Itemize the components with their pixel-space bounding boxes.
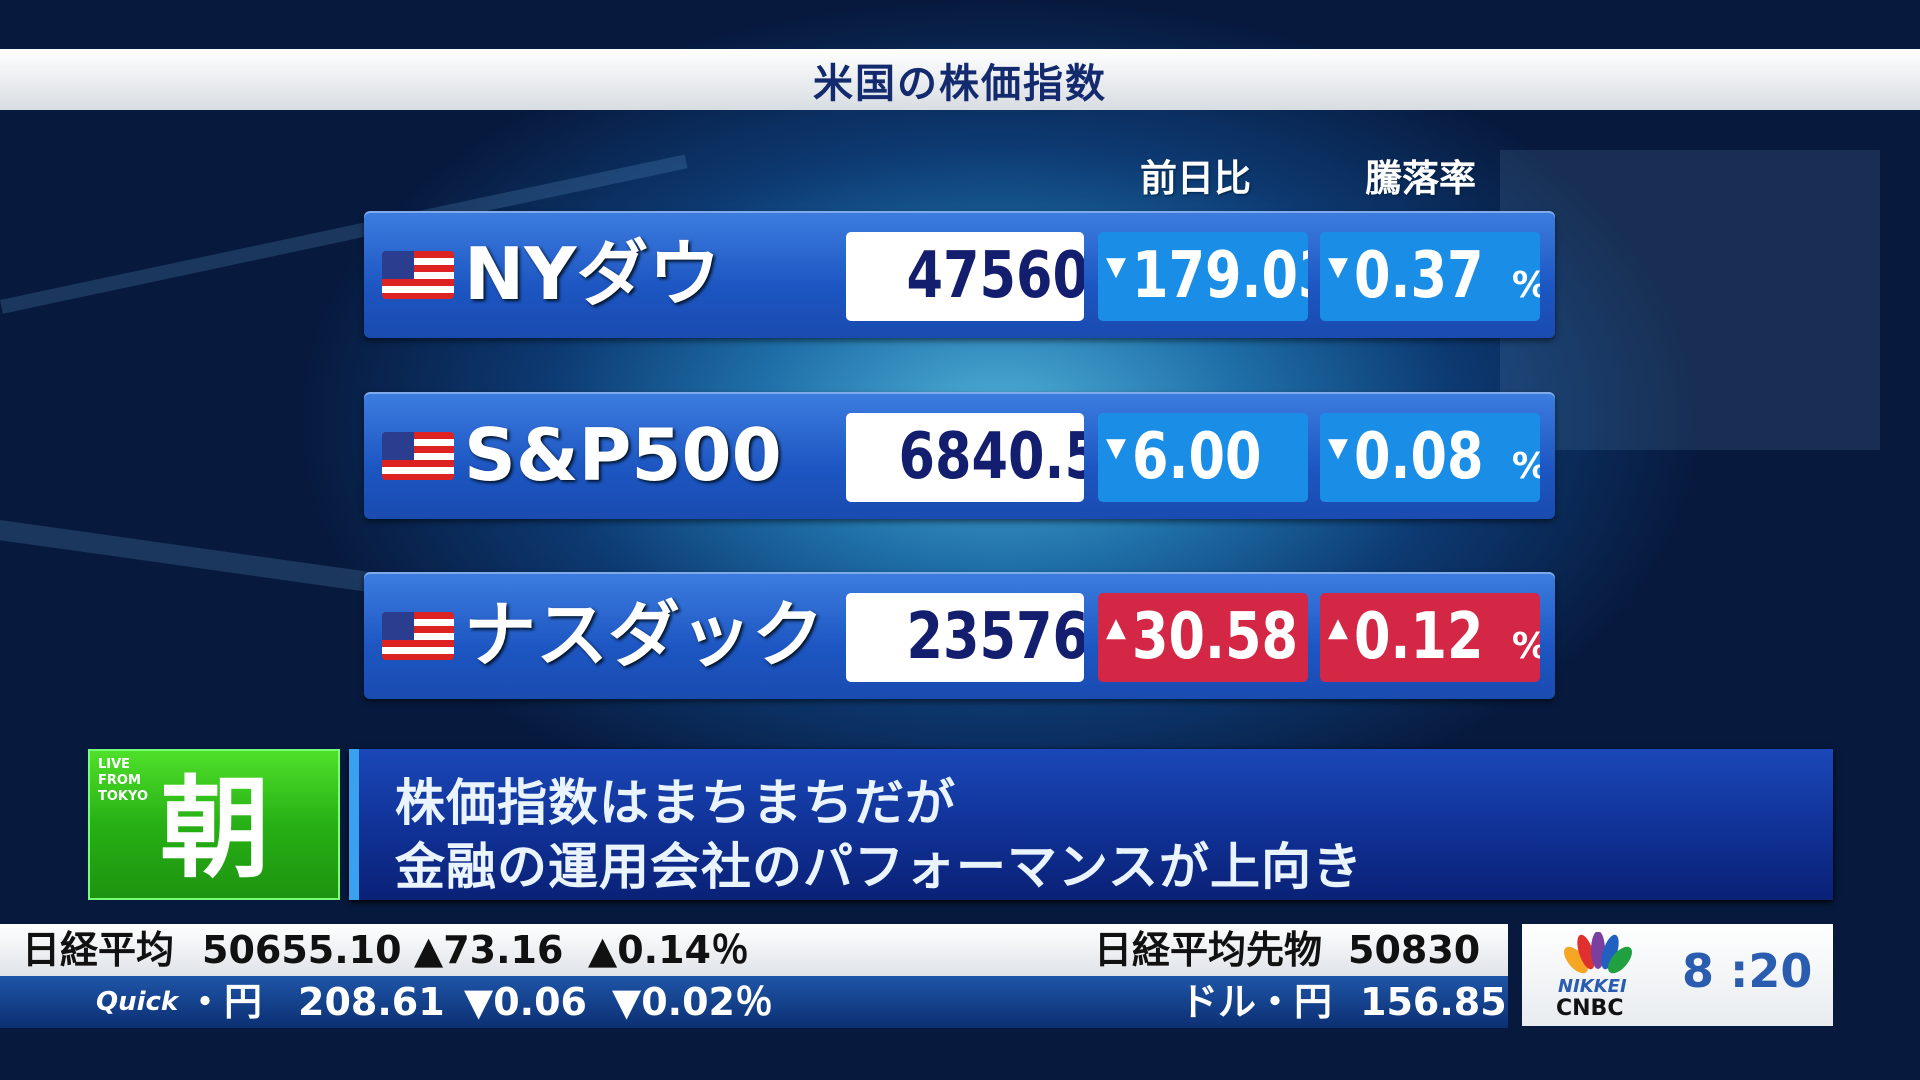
program-badge-label: 朝 [160,765,270,893]
index-name: NYダウ [464,232,721,316]
us-flag-icon [382,251,454,299]
usdjpy-label: ドル・円 [1180,980,1333,1024]
peacock-icon [1564,932,1632,974]
ticker-bottom: Quick ・円 208.61 ▼0.06 ▼0.02％ ドル・円 156.85 [0,976,1508,1028]
triangle-up-icon: ▲ [1106,612,1126,643]
quick-yen-label: ・円 [186,980,263,1024]
header-rate: 騰落率 [1365,157,1476,200]
background-decoration [1500,150,1880,450]
page-title: 米国の株価指数 [813,60,1107,107]
clock: 8 :20 [1682,944,1813,998]
quick-label: Quick [96,987,179,1017]
headline-line2: 金融の運用会社のパフォーマンスが上向き [395,838,1363,896]
index-value: 23576.48 [846,593,1084,682]
triangle-down-icon: ▼ [1328,251,1348,282]
nikkei-label: 日経平均 [22,928,175,972]
headline-line1: 株価指数はまちまちだが [395,774,956,832]
futures-label: 日経平均先物 [1094,928,1323,972]
quick-rate: ▼0.02％ [612,980,773,1024]
index-value: 47560.29 [846,232,1084,321]
triangle-down-icon: ▼ [1328,432,1348,463]
headline-banner: 株価指数はまちまちだが 金融の運用会社のパフォーマンスが上向き [349,749,1833,900]
logo-cnbc: CNBC [1556,996,1624,1021]
live-from-tokyo: LIVE FROM TOKYO [98,757,148,804]
index-name: ナスダック [464,593,825,677]
index-change: ▼6.00 [1098,413,1308,502]
index-change: ▲30.58 [1098,593,1308,682]
index-name: S&P500 [464,413,782,497]
quick-change: ▼0.06 [464,980,587,1024]
logo-nikkei: NIKKEI [1558,976,1627,997]
nikkei-change: ▲73.16 [414,928,564,972]
nikkei-cnbc-logo: NIKKEI CNBC 8 :20 [1522,924,1833,1026]
index-value: 6840.51 [846,413,1084,502]
index-row: S&P500 6840.51 ▼6.00 ▼0.08% [364,392,1555,519]
usdjpy-value: 156.85 [1360,980,1507,1024]
triangle-up-icon: ▲ [1328,612,1348,643]
program-badge: LIVE FROM TOKYO 朝 [88,749,340,900]
title-bar: 米国の株価指数 [0,49,1920,110]
futures-value: 50830 [1348,928,1481,972]
ticker-top: 日経平均 50655.10 ▲73.16 ▲0.14％ 日経平均先物 50830 [0,924,1508,976]
index-change: ▼179.03 [1098,232,1308,321]
header-change: 前日比 [1140,157,1251,200]
triangle-down-icon: ▼ [1106,251,1126,282]
index-rate: ▼0.37% [1320,232,1540,321]
nikkei-value: 50655.10 [202,928,402,972]
index-rate: ▼0.08% [1320,413,1540,502]
index-row: ナスダック 23576.48 ▲30.58 ▲0.12% [364,572,1555,699]
quick-value: 208.61 [298,980,445,1024]
triangle-down-icon: ▼ [1106,432,1126,463]
index-rate: ▲0.12% [1320,593,1540,682]
nikkei-rate: ▲0.14％ [588,928,749,972]
index-row: NYダウ 47560.29 ▼179.03 ▼0.37% [364,211,1555,338]
us-flag-icon [382,432,454,480]
us-flag-icon [382,612,454,660]
